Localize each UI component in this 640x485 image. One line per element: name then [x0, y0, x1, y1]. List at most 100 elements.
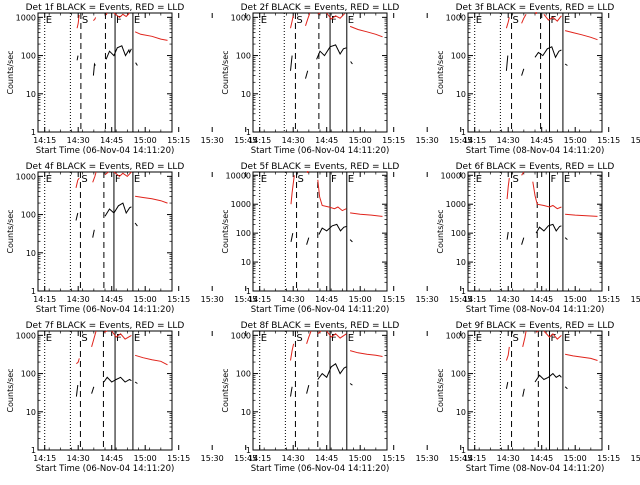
series-line-lld [93, 17, 97, 21]
series-line-lld [92, 171, 97, 183]
x-tick-label: 15:00 [349, 295, 372, 304]
event-marker-e: E [476, 333, 482, 344]
plot-frame [467, 12, 603, 133]
y-tick-label: 100 [21, 370, 36, 379]
panel-title: Det 2f BLACK = Events, RED = LLD [241, 3, 400, 13]
series-line-events [317, 363, 347, 380]
panel-title: Det 4f BLACK = Events, RED = LLD [26, 162, 185, 172]
series-line-events [290, 232, 294, 243]
panel-title: Det 3f BLACK = Events, RED = LLD [456, 3, 615, 13]
series-line-lld [103, 330, 108, 333]
x-tick-label: 14:45 [100, 295, 123, 304]
series-line-lld [535, 330, 539, 333]
x-tick-label: 15:00 [349, 454, 372, 463]
panel-title: Det 5f BLACK = Events, RED = LLD [241, 162, 400, 172]
series-line-events [104, 202, 132, 217]
y-tick-label: 10000 [226, 171, 251, 180]
y-tick-label: 10 [26, 408, 36, 417]
event-marker-e: E [261, 333, 267, 344]
plot-frame [252, 12, 388, 133]
series-line-lld [564, 30, 598, 41]
x-tick-label: 15:15 [597, 136, 620, 145]
event-marker-e: E [564, 15, 570, 26]
y-axis-label: Counts/sec [6, 50, 15, 94]
event-marker-f: F [331, 15, 337, 26]
x-tick-label: 15:45 [234, 295, 257, 304]
series-line-events [564, 386, 568, 390]
event-marker-e: E [134, 15, 140, 26]
detector-panel-2: Det 2f BLACK = Events, RED = LLD 1 10 100 10… [221, 3, 472, 156]
event-marker-s: S [82, 15, 88, 26]
plot-frame [252, 330, 388, 451]
series-line-lld [543, 13, 562, 22]
y-tick-label: 1000 [446, 13, 466, 22]
y-tick-label: 1000 [16, 13, 36, 22]
y-tick-label: 100 [451, 52, 466, 61]
x-tick-label: 15:30 [201, 295, 224, 304]
detector-panel-9: Det 9f BLACK = Events, RED = LLD 1 10 100 10… [436, 321, 640, 474]
y-axis-label: Counts/sec [221, 209, 230, 253]
event-marker-s: S [298, 174, 304, 185]
y-tick-label: 1 [461, 128, 466, 137]
x-tick-label: 14:15 [248, 295, 271, 304]
y-axis-label: Counts/sec [6, 209, 15, 253]
detector-panel-5: Det 5f BLACK = Events, RED = LLD 1 10 100 10… [221, 162, 472, 315]
y-tick-label: 1 [246, 446, 251, 455]
event-marker-e: E [348, 15, 354, 26]
x-tick-label: 15:45 [449, 454, 472, 463]
y-tick-label: 10 [456, 258, 466, 267]
x-tick-label: 14:15 [463, 136, 486, 145]
x-tick-label: 15:15 [167, 136, 190, 145]
x-tick-label: 15:30 [631, 295, 640, 304]
y-tick-label: 10 [26, 90, 36, 99]
x-axis-label: Start Time (08-Nov-04 14:11:20) [466, 305, 605, 315]
x-tick-label: 15:15 [597, 295, 620, 304]
x-tick-label: 14:45 [530, 136, 553, 145]
y-tick-label: 10 [241, 408, 251, 417]
y-tick-label: 100 [21, 211, 36, 220]
event-marker-f: F [331, 333, 337, 344]
y-tick-label: 100 [451, 370, 466, 379]
series-line-events [92, 62, 96, 76]
detector-panel-8: Det 8f BLACK = Events, RED = LLD 1 10 100 10… [221, 321, 472, 474]
series-line-events [318, 223, 347, 235]
x-tick-label: 15:00 [564, 136, 587, 145]
series-line-lld [506, 178, 510, 200]
x-tick-label: 14:15 [463, 454, 486, 463]
event-marker-s: S [296, 15, 302, 26]
series-line-events [103, 376, 132, 383]
x-tick-label: 14:45 [100, 454, 123, 463]
series-line-events [306, 237, 310, 245]
x-tick-label: 14:30 [497, 295, 520, 304]
y-tick-label: 1000 [16, 172, 36, 181]
y-axis-label: Counts/sec [221, 368, 230, 412]
event-marker-s: S [81, 174, 87, 185]
event-marker-f: F [551, 333, 557, 344]
y-tick-label: 1 [31, 446, 36, 455]
x-axis-label: Start Time (06-Nov-04 14:11:20) [251, 305, 390, 315]
x-axis-label: Start Time (06-Nov-04 14:11:20) [36, 464, 175, 474]
x-tick-label: 14:45 [315, 454, 338, 463]
x-tick-label: 15:30 [416, 295, 439, 304]
series-line-lld [522, 330, 527, 348]
x-tick-label: 15:15 [382, 295, 405, 304]
series-line-lld [543, 330, 562, 340]
series-line-events [522, 388, 525, 397]
event-marker-f: F [551, 174, 557, 185]
series-line-events [290, 55, 293, 71]
x-tick-label: 15:30 [416, 136, 439, 145]
x-tick-label: 14:45 [315, 295, 338, 304]
series-line-events [521, 237, 525, 245]
event-marker-e: E [46, 174, 52, 185]
x-tick-label: 14:30 [67, 454, 90, 463]
x-tick-label: 15:00 [134, 454, 157, 463]
x-tick-label: 15:45 [234, 136, 257, 145]
x-tick-label: 14:45 [315, 136, 338, 145]
y-tick-label: 1 [461, 287, 466, 296]
event-marker-e: E [134, 174, 140, 185]
y-tick-label: 1 [461, 446, 466, 455]
x-tick-label: 14:45 [530, 454, 553, 463]
x-tick-label: 15:45 [449, 295, 472, 304]
